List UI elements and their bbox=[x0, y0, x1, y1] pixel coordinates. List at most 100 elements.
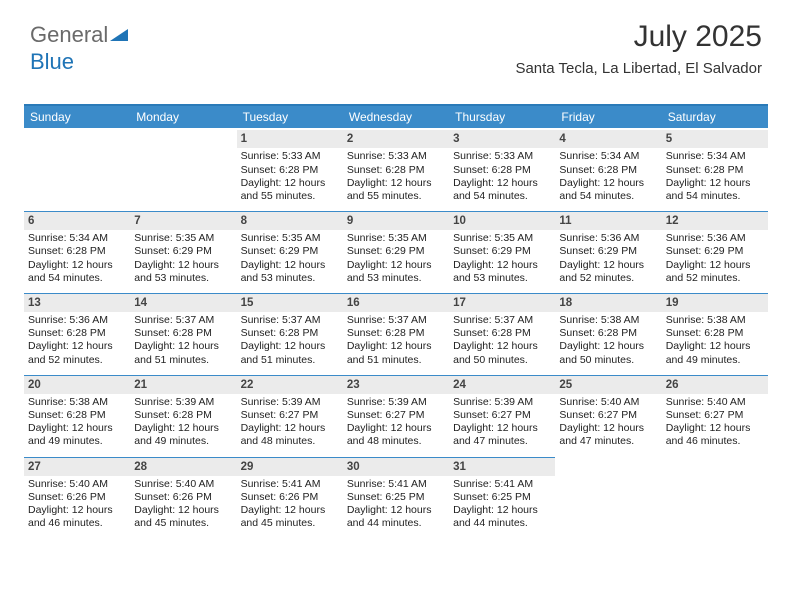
day-number: 10 bbox=[449, 211, 555, 230]
sunset-text: Sunset: 6:28 PM bbox=[666, 164, 764, 177]
calendar-cell: 26Sunrise: 5:40 AMSunset: 6:27 PMDayligh… bbox=[662, 373, 768, 455]
sunrise-text: Sunrise: 5:38 AM bbox=[559, 314, 657, 327]
daylight-text: and 47 minutes. bbox=[559, 435, 657, 448]
logo-text-2: Blue bbox=[30, 49, 74, 74]
daylight-text: and 51 minutes. bbox=[134, 354, 232, 367]
calendar-week: 1Sunrise: 5:33 AMSunset: 6:28 PMDaylight… bbox=[24, 128, 768, 209]
sunrise-text: Sunrise: 5:40 AM bbox=[28, 478, 126, 491]
calendar-cell: 4Sunrise: 5:34 AMSunset: 6:28 PMDaylight… bbox=[555, 128, 661, 209]
logo: General Blue bbox=[30, 22, 130, 75]
sunrise-text: Sunrise: 5:34 AM bbox=[666, 150, 764, 163]
logo-text-1: General bbox=[30, 22, 108, 47]
calendar: Sunday Monday Tuesday Wednesday Thursday… bbox=[24, 104, 768, 536]
sunset-text: Sunset: 6:28 PM bbox=[347, 327, 445, 340]
day-number: 6 bbox=[24, 211, 130, 230]
sunset-text: Sunset: 6:29 PM bbox=[453, 245, 551, 258]
daylight-text: Daylight: 12 hours bbox=[453, 504, 551, 517]
sunrise-text: Sunrise: 5:41 AM bbox=[241, 478, 339, 491]
day-number: 22 bbox=[237, 375, 343, 394]
sunset-text: Sunset: 6:25 PM bbox=[453, 491, 551, 504]
sunrise-text: Sunrise: 5:39 AM bbox=[241, 396, 339, 409]
calendar-cell: 15Sunrise: 5:37 AMSunset: 6:28 PMDayligh… bbox=[237, 291, 343, 373]
daylight-text: Daylight: 12 hours bbox=[241, 340, 339, 353]
calendar-cell: 18Sunrise: 5:38 AMSunset: 6:28 PMDayligh… bbox=[555, 291, 661, 373]
day-number: 19 bbox=[662, 293, 768, 312]
calendar-cell: 3Sunrise: 5:33 AMSunset: 6:28 PMDaylight… bbox=[449, 128, 555, 209]
sunrise-text: Sunrise: 5:38 AM bbox=[28, 396, 126, 409]
calendar-cell: 16Sunrise: 5:37 AMSunset: 6:28 PMDayligh… bbox=[343, 291, 449, 373]
sunrise-text: Sunrise: 5:39 AM bbox=[453, 396, 551, 409]
daylight-text: and 54 minutes. bbox=[559, 190, 657, 203]
daylight-text: Daylight: 12 hours bbox=[134, 422, 232, 435]
sunset-text: Sunset: 6:28 PM bbox=[347, 164, 445, 177]
daylight-text: and 54 minutes. bbox=[453, 190, 551, 203]
daylight-text: and 49 minutes. bbox=[666, 354, 764, 367]
daylight-text: and 54 minutes. bbox=[666, 190, 764, 203]
daylight-text: and 44 minutes. bbox=[347, 517, 445, 530]
page-title: July 2025 bbox=[515, 20, 762, 54]
day-number: 24 bbox=[449, 375, 555, 394]
sunset-text: Sunset: 6:27 PM bbox=[666, 409, 764, 422]
daylight-text: and 54 minutes. bbox=[28, 272, 126, 285]
daylight-text: and 52 minutes. bbox=[28, 354, 126, 367]
daylight-text: and 52 minutes. bbox=[666, 272, 764, 285]
daylight-text: and 50 minutes. bbox=[453, 354, 551, 367]
logo-triangle-icon bbox=[110, 23, 130, 49]
calendar-cell: 20Sunrise: 5:38 AMSunset: 6:28 PMDayligh… bbox=[24, 373, 130, 455]
daylight-text: Daylight: 12 hours bbox=[241, 259, 339, 272]
daylight-text: Daylight: 12 hours bbox=[134, 504, 232, 517]
daylight-text: and 47 minutes. bbox=[453, 435, 551, 448]
day-number: 30 bbox=[343, 457, 449, 476]
calendar-cell: 27Sunrise: 5:40 AMSunset: 6:26 PMDayligh… bbox=[24, 455, 130, 537]
sunset-text: Sunset: 6:28 PM bbox=[241, 164, 339, 177]
daylight-text: Daylight: 12 hours bbox=[347, 422, 445, 435]
sunset-text: Sunset: 6:28 PM bbox=[666, 327, 764, 340]
daylight-text: Daylight: 12 hours bbox=[559, 177, 657, 190]
daylight-text: Daylight: 12 hours bbox=[666, 422, 764, 435]
sunrise-text: Sunrise: 5:35 AM bbox=[347, 232, 445, 245]
daylight-text: and 44 minutes. bbox=[453, 517, 551, 530]
calendar-cell: 25Sunrise: 5:40 AMSunset: 6:27 PMDayligh… bbox=[555, 373, 661, 455]
sunrise-text: Sunrise: 5:35 AM bbox=[241, 232, 339, 245]
day-number: 14 bbox=[130, 293, 236, 312]
daylight-text: and 53 minutes. bbox=[453, 272, 551, 285]
day-number: 25 bbox=[555, 375, 661, 394]
calendar-week: 13Sunrise: 5:36 AMSunset: 6:28 PMDayligh… bbox=[24, 291, 768, 373]
daylight-text: Daylight: 12 hours bbox=[453, 259, 551, 272]
calendar-cell: 5Sunrise: 5:34 AMSunset: 6:28 PMDaylight… bbox=[662, 128, 768, 209]
calendar-cell: 7Sunrise: 5:35 AMSunset: 6:29 PMDaylight… bbox=[130, 209, 236, 291]
daylight-text: Daylight: 12 hours bbox=[241, 504, 339, 517]
sunset-text: Sunset: 6:27 PM bbox=[559, 409, 657, 422]
sunrise-text: Sunrise: 5:33 AM bbox=[347, 150, 445, 163]
sunrise-text: Sunrise: 5:39 AM bbox=[134, 396, 232, 409]
calendar-grid: 1Sunrise: 5:33 AMSunset: 6:28 PMDaylight… bbox=[24, 128, 768, 536]
weekday-header: Friday bbox=[555, 106, 661, 128]
sunset-text: Sunset: 6:29 PM bbox=[134, 245, 232, 258]
day-number: 23 bbox=[343, 375, 449, 394]
day-number: 11 bbox=[555, 211, 661, 230]
calendar-cell: 14Sunrise: 5:37 AMSunset: 6:28 PMDayligh… bbox=[130, 291, 236, 373]
daylight-text: Daylight: 12 hours bbox=[453, 422, 551, 435]
daylight-text: and 53 minutes. bbox=[241, 272, 339, 285]
daylight-text: Daylight: 12 hours bbox=[453, 340, 551, 353]
sunset-text: Sunset: 6:28 PM bbox=[134, 327, 232, 340]
calendar-cell: 11Sunrise: 5:36 AMSunset: 6:29 PMDayligh… bbox=[555, 209, 661, 291]
weekday-header: Wednesday bbox=[343, 106, 449, 128]
sunrise-text: Sunrise: 5:35 AM bbox=[134, 232, 232, 245]
calendar-cell: 22Sunrise: 5:39 AMSunset: 6:27 PMDayligh… bbox=[237, 373, 343, 455]
day-number: 18 bbox=[555, 293, 661, 312]
daylight-text: and 48 minutes. bbox=[347, 435, 445, 448]
sunrise-text: Sunrise: 5:40 AM bbox=[559, 396, 657, 409]
sunset-text: Sunset: 6:29 PM bbox=[666, 245, 764, 258]
weekday-header: Thursday bbox=[449, 106, 555, 128]
day-number: 3 bbox=[449, 130, 555, 148]
day-number: 1 bbox=[237, 130, 343, 148]
daylight-text: Daylight: 12 hours bbox=[347, 177, 445, 190]
sunrise-text: Sunrise: 5:34 AM bbox=[559, 150, 657, 163]
calendar-cell: 24Sunrise: 5:39 AMSunset: 6:27 PMDayligh… bbox=[449, 373, 555, 455]
daylight-text: and 46 minutes. bbox=[666, 435, 764, 448]
daylight-text: Daylight: 12 hours bbox=[347, 504, 445, 517]
daylight-text: Daylight: 12 hours bbox=[347, 340, 445, 353]
sunrise-text: Sunrise: 5:38 AM bbox=[666, 314, 764, 327]
calendar-cell: 10Sunrise: 5:35 AMSunset: 6:29 PMDayligh… bbox=[449, 209, 555, 291]
